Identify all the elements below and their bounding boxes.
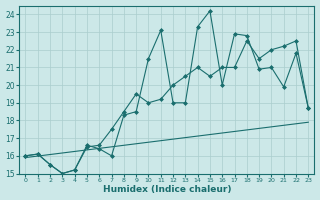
- X-axis label: Humidex (Indice chaleur): Humidex (Indice chaleur): [103, 185, 231, 194]
